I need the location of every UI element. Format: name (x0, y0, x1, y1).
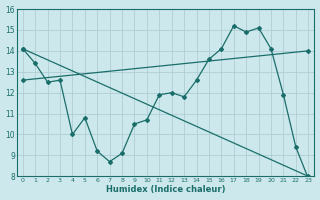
X-axis label: Humidex (Indice chaleur): Humidex (Indice chaleur) (106, 185, 225, 194)
